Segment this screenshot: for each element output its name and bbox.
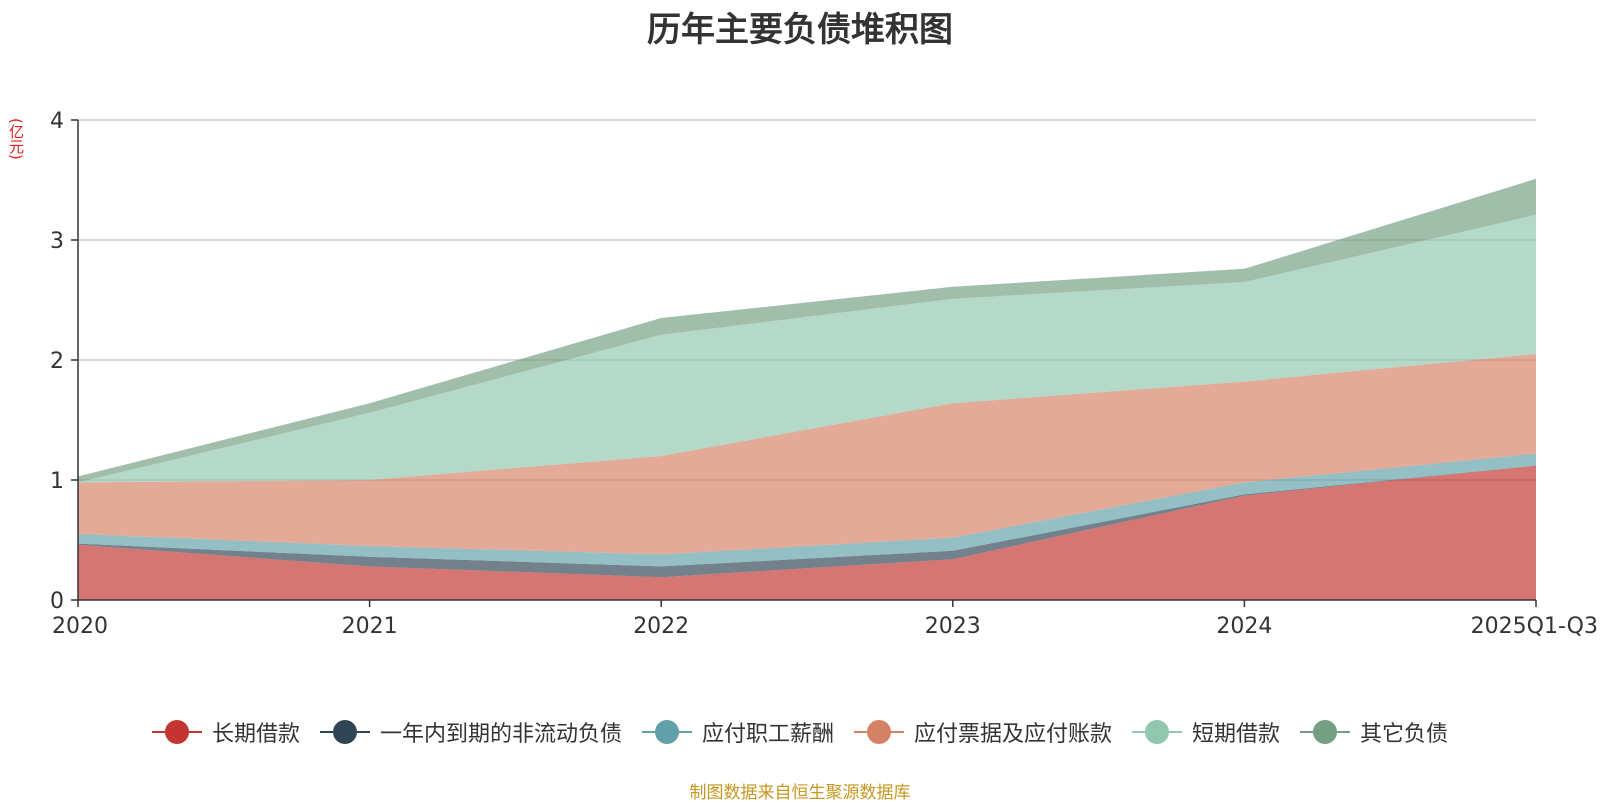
- x-tick-label: 2023: [925, 614, 981, 639]
- area-series-4: [78, 354, 1536, 555]
- y-tick-label: 0: [50, 589, 64, 614]
- legend-marker-icon: [1132, 719, 1183, 745]
- legend-item[interactable]: 短期借款: [1132, 716, 1280, 748]
- x-tick-label: 2024: [1216, 614, 1272, 639]
- legend-marker-icon: [854, 719, 904, 745]
- legend-marker-icon: [1300, 719, 1351, 745]
- x-tick-label: 2020: [52, 614, 108, 639]
- area-series-1: [78, 465, 1536, 600]
- area-series-group: [78, 178, 1536, 600]
- legend-item[interactable]: 应付职工薪酬: [641, 716, 834, 748]
- x-tick-label: 2021: [342, 614, 398, 639]
- y-tick-label: 1: [50, 469, 64, 494]
- legend-label: 一年内到期的非流动负债: [379, 722, 622, 747]
- legend-marker-icon: [319, 719, 370, 745]
- y-tick-label: 4: [50, 109, 64, 134]
- legend-marker-icon: [151, 719, 202, 745]
- legend-item[interactable]: 长期借款: [151, 716, 300, 748]
- legend-item[interactable]: 一年内到期的非流动负债: [319, 716, 622, 748]
- x-tick-label: 2025Q1-Q3: [1471, 614, 1598, 639]
- chart-title: 历年主要负债堆积图: [647, 10, 953, 50]
- legend-label: 应付职工薪酬: [701, 722, 834, 747]
- source-note: 制图数据来自恒生聚源数据库: [689, 783, 911, 803]
- legend-label: 其它负债: [1360, 722, 1449, 747]
- legend: 长期借款 一年内到期的非流动负债 应付职工薪酬 应付票据及应付账款 短期借款 其它负债: [0, 716, 1600, 748]
- y-axis-unit: (亿元): [7, 118, 25, 160]
- legend-label: 长期借款: [211, 722, 300, 747]
- y-tick-label: 3: [50, 229, 64, 254]
- legend-label: 应付票据及应付账款: [914, 722, 1113, 747]
- x-tick-label: 2022: [633, 614, 689, 639]
- area-series-5: [78, 214, 1536, 483]
- legend-item[interactable]: 其它负债: [1300, 716, 1448, 748]
- legend-item[interactable]: 应付票据及应付账款: [854, 716, 1112, 748]
- legend-label: 短期借款: [1192, 722, 1281, 747]
- tick-labels: 0 1 2 3 4 2020 2021 2022 2023 2024 2025Q1-Q3: [50, 109, 1598, 639]
- y-tick-label: 2: [50, 349, 64, 374]
- legend-marker-icon: [641, 719, 692, 745]
- axes: [71, 119, 1537, 607]
